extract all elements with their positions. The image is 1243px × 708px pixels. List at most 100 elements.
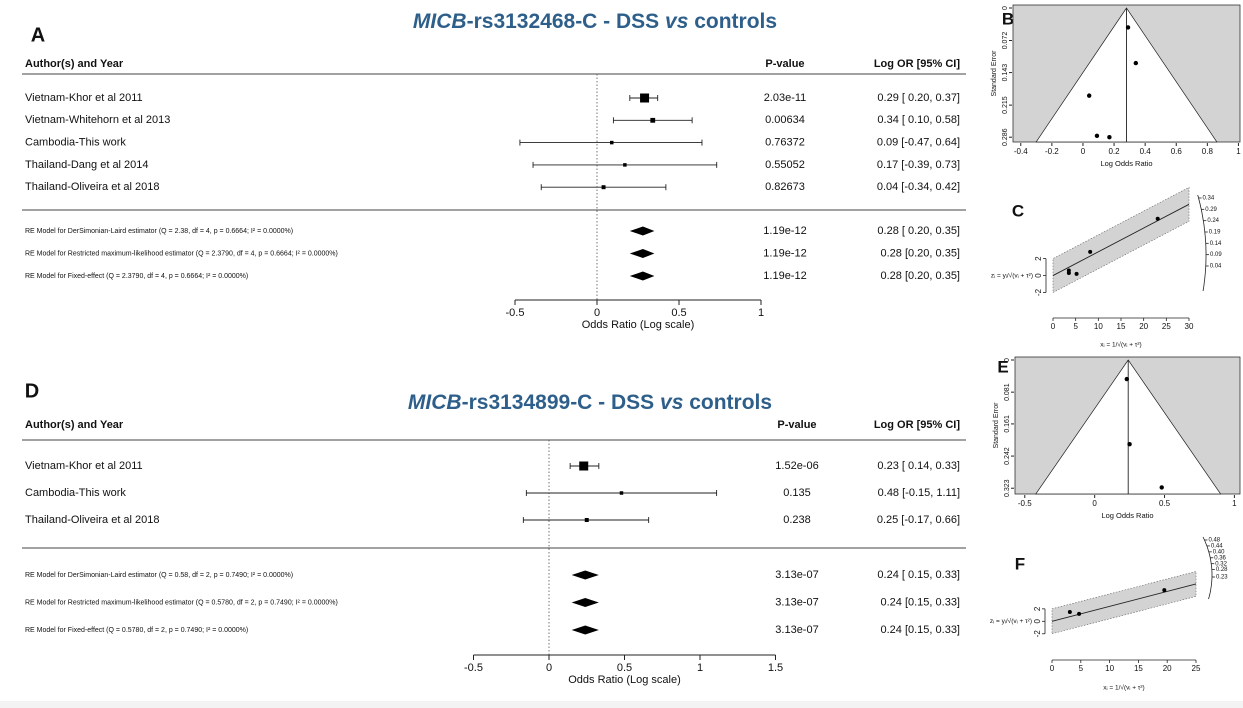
- p-value: 0.76372: [765, 137, 805, 149]
- model-label: RE Model for Restricted maximum-likeliho…: [25, 250, 338, 257]
- summary-diamond: [629, 249, 655, 258]
- ci-label: 0.48 [-0.15, 1.11]: [878, 487, 960, 499]
- summary-diamond: [571, 570, 599, 580]
- estimate-box: [640, 93, 650, 103]
- x-axis-label: Odds Ratio (Log scale): [582, 319, 695, 331]
- y-tick-label: -2: [1033, 630, 1042, 638]
- ci-label: 0.28 [0.20, 0.35]: [880, 270, 960, 282]
- x-tick-label: 15: [1117, 322, 1126, 331]
- y-tick-label: 0.215: [1002, 96, 1009, 114]
- study-label: Thailand-Oliveira et al 2018: [25, 514, 160, 526]
- study-label: Cambodia-This work: [25, 487, 126, 499]
- arc: [1202, 536, 1213, 600]
- panel-label: E: [997, 357, 1008, 376]
- x-tick-label: 0: [1051, 322, 1056, 331]
- x-axis-label: Log Odds Ratio: [1101, 511, 1153, 520]
- study-point: [1107, 134, 1112, 140]
- ci-label: 0.28 [0.20, 0.35]: [880, 247, 960, 259]
- model-label: RE Model for Restricted maximum-likeliho…: [25, 599, 338, 606]
- x-tick-label: -0.4: [1014, 147, 1028, 156]
- y-axis-label: Standard Error: [991, 50, 998, 97]
- y-tick-label: 0.242: [1004, 447, 1011, 465]
- ci-label: 0.24 [0.15, 0.33]: [880, 596, 960, 608]
- y-tick-label: 0.286: [1002, 128, 1009, 146]
- arc-tick-label: 0.29: [1205, 207, 1217, 213]
- ci-label: 0.04 [-0.34, 0.42]: [877, 181, 960, 193]
- title-part: vs: [660, 391, 683, 414]
- estimate-box: [584, 518, 589, 522]
- arc-tick-label: 0.28: [1216, 567, 1228, 573]
- arc-tick-label: 0.24: [1207, 218, 1219, 224]
- x-tick-label: 0.8: [1202, 147, 1214, 156]
- estimate-box: [650, 117, 656, 123]
- arc-tick-label: 0.23: [1216, 575, 1228, 581]
- y-tick-label: 0: [1033, 619, 1042, 624]
- study-point: [1125, 25, 1131, 30]
- study-point: [1074, 271, 1079, 276]
- x-tick-label: 1.5: [768, 662, 783, 674]
- panel-label: F: [1015, 554, 1025, 573]
- p-value: 0.55052: [765, 159, 805, 171]
- panel-label: C: [1012, 201, 1024, 220]
- chart-title: MICB-rs3134899-C - DSS vs controls: [408, 391, 772, 414]
- y-tick-label: 2: [1033, 606, 1042, 611]
- y-tick-label: 2: [1034, 256, 1043, 261]
- arc-tick-label: 0.34: [1203, 196, 1215, 202]
- x-axis-label: Log Odds Ratio: [1100, 159, 1152, 168]
- x-axis-label: xᵢ = 1/√(vᵢ + τ²): [1100, 341, 1141, 349]
- x-tick-label: 5: [1079, 664, 1084, 673]
- p-value: 1.19e-12: [763, 270, 806, 282]
- study-point: [1133, 60, 1139, 66]
- y-axis-label: zᵢ = yᵢ/√(vᵢ + τ²): [991, 271, 1033, 279]
- estimate-box: [619, 491, 624, 495]
- x-tick-label: 25: [1192, 664, 1201, 673]
- title-part: MICB: [408, 391, 462, 414]
- arc-tick-label: 0.48: [1208, 538, 1220, 544]
- y-tick-label: -2: [1034, 288, 1043, 296]
- arc-tick-label: 0.44: [1211, 543, 1223, 549]
- study-label: Vietnam-Whitehorn et al 2013: [25, 114, 170, 126]
- p-value: 1.52e-06: [775, 460, 818, 472]
- study-point: [1067, 609, 1072, 614]
- estimate-box: [579, 461, 589, 471]
- estimate-box: [610, 140, 614, 145]
- x-tick-label: -0.5: [1018, 499, 1032, 508]
- arc-tick-label: 0.04: [1210, 264, 1222, 270]
- x-tick-label: 0.4: [1140, 147, 1152, 156]
- ci-label: 0.24 [0.15, 0.33]: [880, 624, 960, 636]
- x-tick-label: 30: [1185, 322, 1194, 331]
- study-label: Thailand-Oliveira et al 2018: [25, 181, 160, 193]
- x-tick-label: 0: [1092, 499, 1097, 508]
- model-label: RE Model for DerSimonian-Laird estimator…: [25, 228, 293, 235]
- ci-label: 0.29 [ 0.20, 0.37]: [877, 92, 960, 104]
- x-tick-label: 0.5: [617, 662, 632, 674]
- x-tick-label: -0.2: [1045, 147, 1059, 156]
- x-tick-label: 0: [546, 662, 552, 674]
- ci-label: 0.17 [-0.39, 0.73]: [877, 159, 960, 171]
- bottom-strip: [0, 701, 1243, 708]
- ci-label: 0.25 [-0.17, 0.66]: [877, 514, 960, 526]
- study-label: Cambodia-This work: [25, 137, 126, 149]
- y-tick-label: 0.072: [1002, 32, 1009, 50]
- x-tick-label: 1: [1232, 499, 1237, 508]
- x-tick-label: 1: [697, 662, 703, 674]
- column-header: Log OR [95% CI]: [874, 58, 961, 70]
- p-value: 0.82673: [765, 181, 805, 193]
- x-tick-label: 10: [1105, 664, 1114, 673]
- study-point: [1155, 216, 1160, 221]
- summary-diamond: [571, 625, 599, 635]
- estimate-box: [623, 163, 627, 167]
- study-point: [1094, 133, 1100, 139]
- y-tick-label: 0.143: [1002, 64, 1009, 82]
- x-tick-label: 15: [1134, 664, 1143, 673]
- ci-label: 0.34 [ 0.10, 0.58]: [877, 114, 960, 126]
- study-point: [1124, 376, 1130, 382]
- p-value: 0.00634: [765, 114, 805, 126]
- x-tick-label: 0.5: [1159, 499, 1171, 508]
- title-part: controls: [683, 391, 772, 414]
- study-point: [1162, 588, 1167, 593]
- study-point: [1088, 249, 1093, 254]
- summary-diamond: [571, 598, 599, 607]
- title-part: MICB: [413, 10, 467, 33]
- y-tick-label: 0: [1034, 273, 1043, 278]
